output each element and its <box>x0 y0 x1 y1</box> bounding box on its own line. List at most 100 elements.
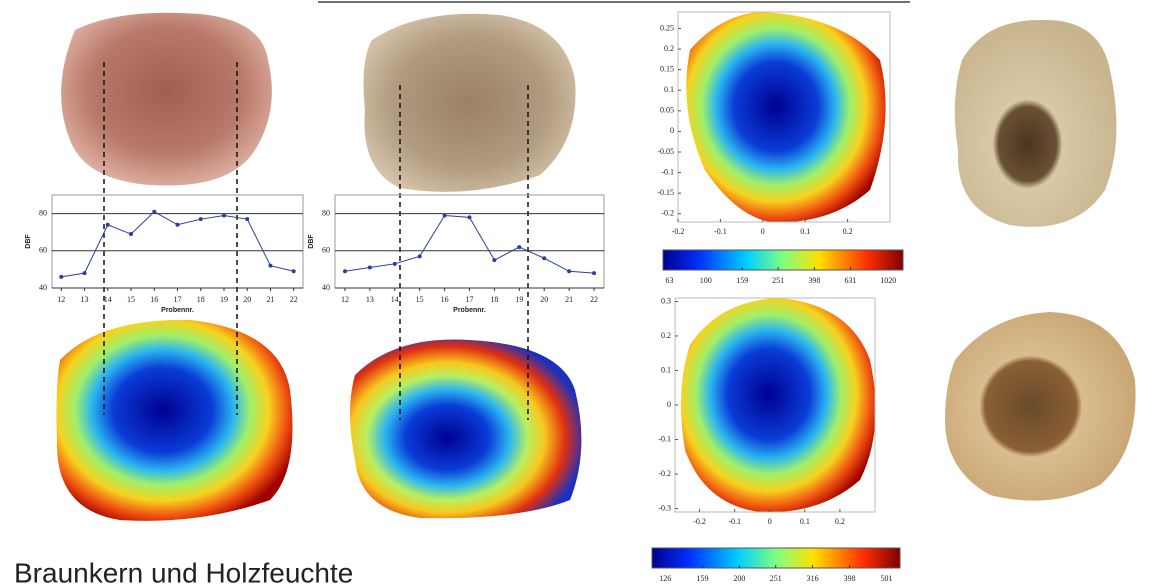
x-tick-label: 15 <box>127 295 135 304</box>
y-tick-label: -0.05 <box>657 147 674 156</box>
data-line <box>345 215 594 273</box>
x-tick-label: 16 <box>150 295 158 304</box>
x-tick-label: 17 <box>174 295 182 304</box>
colorbar-tick-label: 316 <box>807 574 819 583</box>
x-tick-label: 15 <box>416 295 424 304</box>
y-tick-label: -0.3 <box>658 503 671 512</box>
data-point <box>222 213 226 217</box>
y-tick-label: 0.2 <box>664 44 674 53</box>
x-tick-label: 16 <box>441 295 449 304</box>
data-point <box>343 269 347 273</box>
data-point <box>83 271 87 275</box>
data-line <box>61 212 293 277</box>
colorbar-tick-label: 251 <box>772 276 784 285</box>
y-tick-label: 0.05 <box>660 106 674 115</box>
data-point <box>368 266 372 270</box>
x-tick-label: 22 <box>590 295 598 304</box>
data-point <box>418 254 422 258</box>
y-tick-label: -0.2 <box>661 209 674 218</box>
colorbar <box>663 250 903 270</box>
data-point <box>129 232 133 236</box>
y-tick-label: 0.15 <box>660 64 674 73</box>
x-tick-label: 21 <box>266 295 274 304</box>
x-tick-label: 21 <box>565 295 573 304</box>
y-axis-label: DBF <box>308 234 315 249</box>
data-point <box>468 215 472 219</box>
x-tick-label: 0 <box>768 517 772 526</box>
data-point <box>199 217 203 221</box>
x-tick-label: 20 <box>243 295 251 304</box>
data-point <box>542 256 546 260</box>
y-tick-label: 0.25 <box>660 23 674 32</box>
plot-frame <box>52 195 303 288</box>
colorbar-tick-label: 398 <box>844 574 856 583</box>
data-point <box>592 271 596 275</box>
x-tick-label: 19 <box>515 295 523 304</box>
x-tick-label: 0.1 <box>800 517 810 526</box>
tomogram <box>681 298 876 512</box>
x-tick-label: 20 <box>540 295 548 304</box>
data-point <box>59 275 63 279</box>
y-tick-label: 0.2 <box>661 331 671 340</box>
data-point <box>106 223 110 227</box>
data-point <box>393 262 397 266</box>
wood-photo <box>955 20 1117 227</box>
colorbar-tick-label: 1020 <box>880 276 896 285</box>
data-point <box>245 217 249 221</box>
slide: Braunkern und Holzfeuchte 40 60 80 12 13 14 15… <box>0 0 1161 588</box>
wood-photo <box>61 13 272 186</box>
slide-title: Braunkern und Holzfeuchte <box>14 557 353 588</box>
x-tick-label: 14 <box>391 295 399 304</box>
y-tick-label: 0 <box>670 126 674 135</box>
x-tick-label: 0.2 <box>835 517 845 526</box>
wood-photo <box>945 312 1136 501</box>
x-tick-label: 14 <box>104 295 112 304</box>
y-tick-label: 0.3 <box>661 296 671 305</box>
colorbar-tick-label: 63 <box>665 276 673 285</box>
x-tick-label: -0.2 <box>672 227 685 236</box>
colorbar-tick-label: 631 <box>845 276 857 285</box>
y-tick-label: 80 <box>39 208 47 217</box>
y-tick-label: -0.1 <box>658 434 671 443</box>
x-tick-label: 13 <box>81 295 89 304</box>
x-axis-label: Probennr. <box>453 307 486 314</box>
colorbar-tick-label: 398 <box>808 276 820 285</box>
data-point <box>567 269 571 273</box>
x-tick-label: 18 <box>197 295 205 304</box>
y-tick-label: 60 <box>39 246 47 255</box>
data-point <box>176 223 180 227</box>
x-tick-label: -0.1 <box>714 227 727 236</box>
x-tick-label: 12 <box>57 295 65 304</box>
x-tick-label: 0.1 <box>800 227 810 236</box>
data-point <box>443 213 447 217</box>
plot-frame <box>335 195 604 288</box>
x-axis-label: Probennr. <box>161 307 194 314</box>
tomogram <box>350 339 581 518</box>
y-tick-label: 0.1 <box>661 365 671 374</box>
y-tick-label: 0 <box>667 400 671 409</box>
y-tick-label: 0.1 <box>664 85 674 94</box>
x-tick-label: 22 <box>290 295 298 304</box>
colorbar-tick-label: 159 <box>697 574 709 583</box>
tomogram <box>56 320 292 521</box>
x-tick-label: 12 <box>341 295 349 304</box>
x-tick-label: -0.2 <box>693 517 706 526</box>
y-tick-label: -0.15 <box>657 188 674 197</box>
y-tick-label: 40 <box>322 283 330 292</box>
x-tick-label: 19 <box>220 295 228 304</box>
y-tick-label: -0.1 <box>661 167 674 176</box>
y-tick-label: 80 <box>322 208 330 217</box>
data-point <box>517 245 521 249</box>
y-tick-label: -0.2 <box>658 469 671 478</box>
data-point <box>268 264 272 268</box>
x-tick-label: 17 <box>466 295 474 304</box>
colorbar-tick-label: 251 <box>770 574 782 583</box>
colorbar-tick-label: 200 <box>733 574 745 583</box>
x-tick-label: 0 <box>761 227 765 236</box>
page: Braunkern und Holzfeuchte 40 60 80 12 13 14 15… <box>0 0 1161 588</box>
colorbar-tick-label: 501 <box>881 574 893 583</box>
y-tick-label: 40 <box>39 283 47 292</box>
data-point <box>492 258 496 262</box>
data-point <box>292 269 296 273</box>
colorbar-tick-label: 100 <box>700 276 712 285</box>
